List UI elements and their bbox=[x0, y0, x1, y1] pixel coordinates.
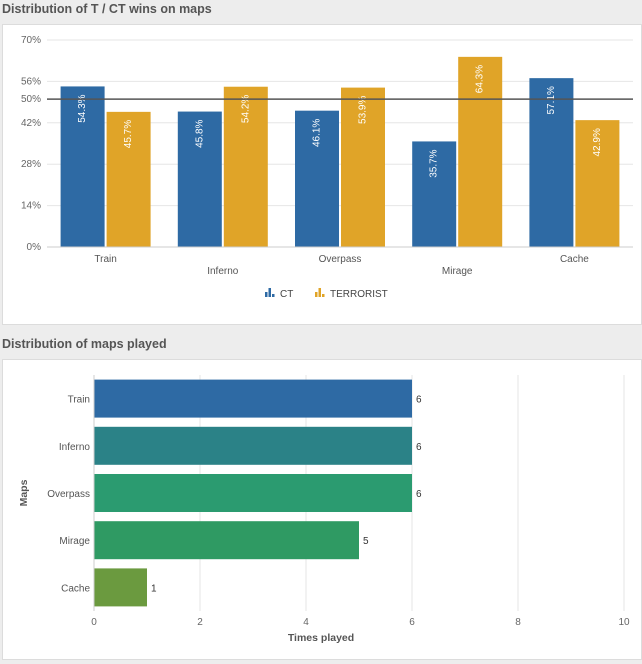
x-tick-label: 2 bbox=[197, 617, 203, 628]
bar-mirage bbox=[94, 521, 359, 560]
legend-icon-bar bbox=[322, 294, 325, 297]
data-label: 6 bbox=[416, 442, 422, 453]
data-label: 53.9% bbox=[358, 96, 369, 124]
y-tick-label: 70% bbox=[21, 35, 41, 46]
legend-icon-bar bbox=[318, 288, 321, 297]
bar-terrorist-cache bbox=[575, 120, 620, 247]
maps-chart-title: Distribution of maps played bbox=[2, 337, 167, 351]
bar-ct-mirage bbox=[412, 141, 457, 247]
wins-bar-chart: 0% 14% 28% 42% 50% 56% 70% 54.3% 45.7% Train 45.8%… bbox=[21, 35, 633, 300]
data-label: 6 bbox=[416, 395, 422, 406]
maps-played-bar-chart: 0 2 4 6 8 10 6 Train 6 Inferno 6 Overpass 5 Mirage 1 Ca… bbox=[18, 375, 630, 644]
bar-cache bbox=[94, 568, 147, 607]
legend-label-terrorist: TERRORIST bbox=[330, 289, 388, 300]
y-tick-label: 50% bbox=[21, 94, 41, 105]
legend-icon-bar bbox=[268, 288, 271, 297]
bar-ct-overpass bbox=[295, 110, 339, 247]
data-label: 46.1% bbox=[312, 119, 323, 147]
data-label: 42.9% bbox=[592, 128, 603, 156]
y-tick-label: 42% bbox=[21, 118, 41, 129]
x-axis-title: Times played bbox=[288, 632, 354, 644]
x-tick-label: Overpass bbox=[319, 254, 362, 265]
wins-chart-panel: 0% 14% 28% 42% 50% 56% 70% 54.3% 45.7% Train 45.8%… bbox=[2, 24, 642, 325]
maps-chart-panel: 0 2 4 6 8 10 6 Train 6 Inferno 6 Overpass 5 Mirage 1 Ca… bbox=[2, 359, 642, 660]
y-tick-label: 14% bbox=[21, 201, 41, 212]
bar-terrorist-mirage bbox=[458, 56, 503, 247]
bar-terrorist-overpass bbox=[341, 87, 385, 247]
y-axis-title: Maps bbox=[18, 479, 30, 506]
y-tick-label: 56% bbox=[21, 76, 41, 87]
y-tick-label: 0% bbox=[27, 242, 42, 253]
x-tick-label: Inferno bbox=[207, 266, 239, 277]
bar-terrorist-train bbox=[106, 111, 151, 247]
legend-icon-terrorist bbox=[315, 288, 325, 297]
y-tick-label: Inferno bbox=[59, 442, 91, 453]
x-tick-label: 10 bbox=[618, 617, 630, 628]
bar-ct-train bbox=[60, 86, 105, 247]
legend-icon-bar bbox=[265, 292, 268, 297]
x-tick-label: Train bbox=[94, 254, 116, 265]
x-tick-label: 0 bbox=[91, 617, 97, 628]
data-label: 6 bbox=[416, 489, 422, 500]
bar-train bbox=[94, 379, 412, 418]
legend-icon-ct bbox=[265, 288, 275, 297]
data-label: 64.3% bbox=[475, 65, 486, 93]
data-label: 45.7% bbox=[123, 120, 134, 148]
wins-chart-title: Distribution of T / CT wins on maps bbox=[2, 2, 212, 16]
data-label: 54.2% bbox=[240, 95, 251, 123]
x-tick-label: Cache bbox=[560, 254, 589, 265]
bar-ct-cache bbox=[529, 78, 574, 247]
bar-ct-inferno bbox=[177, 111, 222, 247]
x-tick-label: Mirage bbox=[442, 266, 473, 277]
data-label: 54.3% bbox=[77, 94, 88, 122]
y-tick-label: Train bbox=[68, 395, 90, 406]
legend-label-ct: CT bbox=[280, 289, 293, 300]
legend-icon-bar bbox=[272, 294, 275, 297]
y-tick-label: 28% bbox=[21, 159, 41, 170]
y-tick-label: Overpass bbox=[47, 489, 90, 500]
data-label: 57.1% bbox=[546, 86, 557, 114]
bar-terrorist-inferno bbox=[223, 86, 268, 247]
data-label: 5 bbox=[363, 536, 369, 547]
data-label: 45.8% bbox=[194, 119, 205, 147]
x-tick-label: 6 bbox=[409, 617, 415, 628]
x-tick-label: 8 bbox=[515, 617, 521, 628]
bar-overpass bbox=[94, 474, 412, 512]
y-tick-label: Cache bbox=[61, 583, 90, 594]
data-label: 35.7% bbox=[429, 149, 440, 177]
legend-icon-bar bbox=[315, 292, 318, 297]
data-label: 1 bbox=[151, 583, 157, 594]
x-tick-label: 4 bbox=[303, 617, 309, 628]
y-tick-label: Mirage bbox=[59, 536, 90, 547]
bar-inferno bbox=[94, 426, 412, 465]
